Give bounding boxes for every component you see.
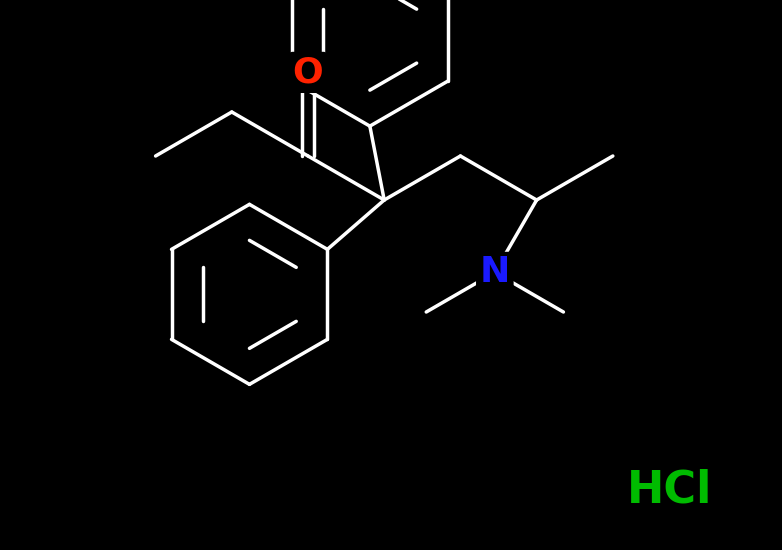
Text: HCl: HCl xyxy=(627,469,712,512)
Text: O: O xyxy=(292,56,324,90)
Text: N: N xyxy=(479,255,510,289)
